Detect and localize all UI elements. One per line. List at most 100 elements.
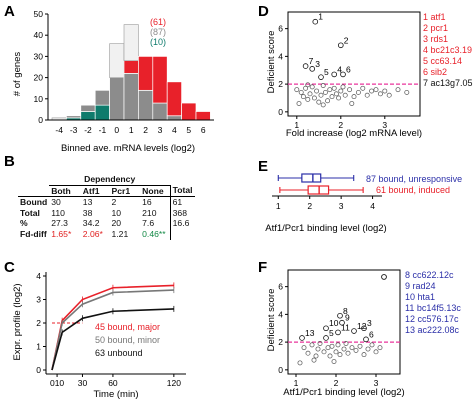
- labeled-point: [361, 325, 367, 332]
- labeled-point: [312, 18, 319, 25]
- y-tick-label: 50: [34, 9, 44, 19]
- histogram-bar: [195, 111, 211, 121]
- y-tick-label: 0: [278, 107, 283, 117]
- panel-e-boxplots: 1 2 3 4: [276, 173, 375, 211]
- data-point: [333, 91, 339, 97]
- data-point: [338, 88, 344, 94]
- table-row-label: Bound: [20, 197, 48, 208]
- data-point: [321, 349, 327, 355]
- x-tick-label: -3: [70, 125, 78, 135]
- panel-label-f: F: [258, 259, 267, 276]
- data-point: [337, 352, 343, 358]
- table-cell: [169, 228, 195, 240]
- data-point: [357, 343, 363, 349]
- data-point: [341, 346, 347, 352]
- data-point: [386, 92, 392, 98]
- panel-d-points: 1 2 7 3 4 6 5: [288, 12, 420, 108]
- panel-f-ylabel: Deficient score: [266, 289, 277, 352]
- data-point: [298, 89, 304, 95]
- point-label: 10: [329, 318, 339, 328]
- x-tick-label: -1: [99, 125, 107, 135]
- data-point: [315, 346, 321, 352]
- data-point: [309, 84, 315, 90]
- x-tick-label: 4: [370, 201, 375, 211]
- table-cell: 20: [111, 218, 122, 229]
- gene-list-item: 9 rad24: [405, 281, 436, 291]
- panel-c-y-ticks: 0 1 2 3 4: [36, 271, 46, 375]
- x-tick-label: 3: [339, 201, 344, 211]
- y-tick-label: 4: [278, 51, 283, 61]
- table-cell: 7.6: [142, 218, 155, 229]
- data-point: [305, 96, 311, 102]
- x-tick-label: 60: [108, 378, 118, 388]
- panel-a-legend-61: (61): [150, 17, 166, 27]
- y-tick-label: 0: [278, 365, 283, 375]
- table-cell: 16.6: [169, 218, 195, 229]
- y-tick-label: 6: [278, 24, 283, 34]
- panel-c-xlabel: Time (min): [93, 389, 138, 400]
- labeled-point: [318, 74, 324, 80]
- panel-a-x-ticks: -4 -3 -2 -1 0 1 2 3 4 5 6: [55, 125, 205, 135]
- panel-a-legend-87: (87): [150, 27, 166, 37]
- x-tick-label: 6: [201, 125, 206, 135]
- data-point: [335, 342, 341, 348]
- gene-list-item: 4 bc21c3.19: [423, 45, 472, 55]
- data-point: [320, 102, 326, 108]
- y-tick-label: 6: [278, 282, 283, 292]
- data-point: [377, 345, 383, 351]
- panel-label-c: C: [4, 259, 15, 276]
- histogram-bar: [138, 89, 154, 121]
- y-tick-label: 0: [36, 365, 41, 375]
- labeled-point: [323, 335, 329, 341]
- point-label: 4: [337, 64, 342, 74]
- labeled-point: [323, 325, 329, 332]
- panel-label-a: A: [4, 3, 15, 20]
- point-label: 5: [329, 328, 334, 338]
- table-group-header: Dependency: [49, 174, 171, 186]
- y-tick-label: 20: [34, 73, 44, 83]
- table-cell: 210: [142, 207, 157, 218]
- y-tick-label: 0: [38, 115, 43, 125]
- panel-label-d: D: [258, 3, 269, 20]
- data-point: [364, 92, 370, 98]
- y-tick-label: 40: [34, 30, 44, 40]
- histogram-bar: [166, 81, 182, 117]
- table-col-both: Both: [49, 185, 81, 198]
- panel-b-table: Dependency Both Atf1 Pcr1 None Total Bou…: [18, 174, 195, 240]
- y-tick-label: 30: [34, 51, 44, 61]
- data-point: [353, 347, 359, 353]
- panel-c-legend-minor: 50 bound, minor: [95, 335, 160, 345]
- panel-label-e: E: [258, 158, 268, 175]
- table-cell: 368: [169, 207, 195, 219]
- labeled-point: [302, 63, 309, 69]
- table-cell: 1.21: [111, 228, 129, 239]
- data-point: [320, 83, 326, 88]
- table-col-atf1: Atf1: [80, 185, 110, 198]
- x-tick-label: 2: [307, 201, 312, 211]
- table-col-none: None: [140, 185, 171, 198]
- data-point: [317, 341, 323, 346]
- data-point: [294, 87, 300, 93]
- table-cell: 30: [51, 197, 61, 208]
- data-point: [322, 89, 328, 95]
- data-point: [377, 91, 383, 97]
- table-row-label: Fd-diff: [20, 228, 47, 239]
- data-point: [340, 84, 346, 90]
- x-tick-label: 3: [374, 378, 379, 388]
- histogram-bar: [123, 73, 139, 121]
- data-point: [297, 360, 303, 366]
- x-tick-label: -4: [55, 125, 63, 135]
- histogram-bar: [66, 115, 82, 119]
- panel-a-ylabel: # of genes: [12, 52, 23, 97]
- data-point: [355, 89, 361, 95]
- histogram-bar: [94, 104, 110, 121]
- y-tick-label: 3: [36, 295, 41, 305]
- data-point: [305, 82, 311, 88]
- data-point: [347, 87, 353, 93]
- gene-list-item: 12 cc576.17c: [405, 314, 459, 324]
- box-body: [307, 185, 330, 195]
- table-corner-right: [170, 174, 194, 185]
- labeled-point: [299, 335, 305, 341]
- data-point: [373, 349, 379, 355]
